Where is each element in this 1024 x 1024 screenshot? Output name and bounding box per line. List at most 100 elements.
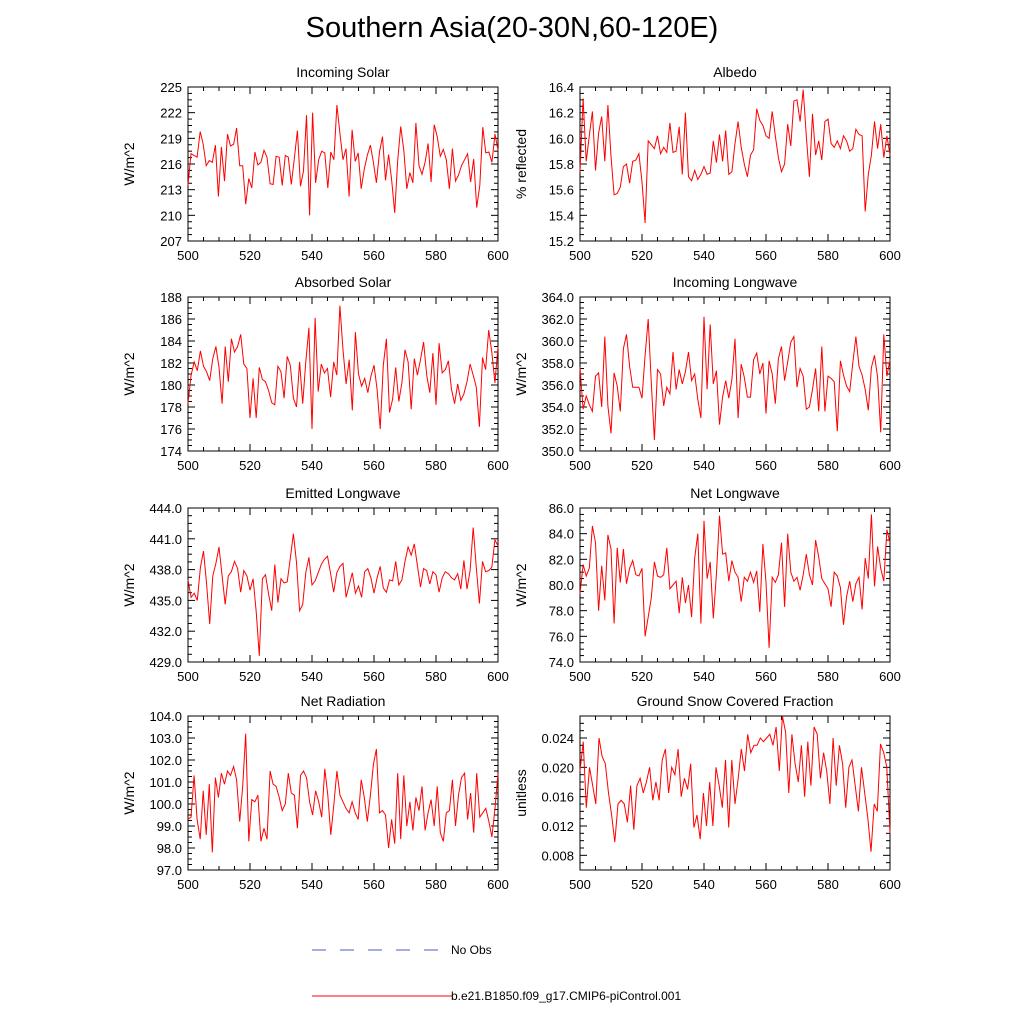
x-tick-label: 500 (177, 458, 199, 473)
y-tick-label: 74.0 (549, 655, 574, 670)
y-tick-label: 432.0 (149, 624, 182, 639)
x-tick-label: 520 (239, 458, 261, 473)
y-tick-label: 15.6 (549, 183, 574, 198)
x-tick-label: 600 (487, 877, 509, 892)
y-tick-label: 104.0 (149, 709, 182, 724)
legend-no-obs-label: No Obs (451, 943, 492, 957)
y-tick-label: 441.0 (149, 532, 182, 547)
y-tick-label: 0.024 (541, 731, 574, 746)
y-tick-label: 210 (160, 208, 182, 223)
x-tick-label: 540 (301, 458, 323, 473)
series-line (187, 104, 499, 216)
chart-main-title: Southern Asia(20-30N,60-120E) (305, 12, 719, 44)
panel-title: Incoming Longwave (673, 274, 798, 290)
y-tick-label: 100.0 (149, 797, 182, 812)
series-line (187, 305, 499, 430)
x-tick-label: 500 (569, 458, 591, 473)
x-tick-label: 500 (569, 877, 591, 892)
x-tick-label: 500 (177, 248, 199, 263)
y-tick-label: 350.0 (541, 444, 574, 459)
y-tick-label: 16.4 (549, 80, 574, 95)
y-tick-label: 444.0 (149, 501, 182, 516)
y-tick-label: 216 (160, 157, 182, 172)
x-tick-label: 560 (363, 458, 385, 473)
panel-incoming-longwave: Incoming Longwave W/m^2 500 520 540 560 580 600… (513, 274, 901, 473)
x-tick-label: 520 (631, 458, 653, 473)
y-tick-label: 358.0 (541, 356, 574, 371)
x-tick-label: 560 (755, 877, 777, 892)
x-tick-label: 600 (879, 877, 901, 892)
y-tick-label: 0.012 (541, 819, 574, 834)
y-tick-label: 102.0 (149, 753, 182, 768)
panel-ground-snow-covered-fraction: Ground Snow Covered Fraction unitless 500 5… (513, 693, 901, 892)
y-tick-label: 213 (160, 183, 182, 198)
plot-frame (187, 507, 499, 663)
y-tick-label: 84.0 (549, 527, 574, 542)
y-axis-label: % reflected (513, 129, 529, 199)
y-tick-label: 354.0 (541, 400, 574, 415)
y-tick-label: 76.0 (549, 629, 574, 644)
y-tick-label: 98.0 (157, 841, 182, 856)
x-tick-label: 560 (363, 248, 385, 263)
x-tick-label: 600 (879, 669, 901, 684)
series-line (579, 316, 891, 441)
x-tick-label: 600 (487, 248, 509, 263)
y-tick-label: 80.0 (549, 578, 574, 593)
y-tick-label: 364.0 (541, 290, 574, 305)
y-tick-label: 15.4 (549, 208, 574, 223)
y-tick-label: 16.0 (549, 131, 574, 146)
panel-title: Net Radiation (301, 693, 386, 709)
x-tick-label: 520 (239, 248, 261, 263)
x-tick-label: 540 (301, 669, 323, 684)
x-tick-label: 540 (301, 248, 323, 263)
panel-incoming-solar: Incoming Solar W/m^2 500 520 540 560 580 600 207… (121, 64, 509, 263)
x-tick-label: 540 (693, 669, 715, 684)
x-tick-label: 600 (487, 669, 509, 684)
x-tick-label: 520 (631, 669, 653, 684)
x-tick-label: 500 (569, 248, 591, 263)
panel-absorbed-solar: Absorbed Solar W/m^2 500 520 540 560 580 600 174… (121, 274, 509, 473)
y-axis-label: W/m^2 (513, 352, 529, 395)
y-tick-label: 97.0 (157, 863, 182, 878)
y-tick-label: 103.0 (149, 731, 182, 746)
series-line (579, 715, 891, 852)
x-tick-label: 580 (425, 248, 447, 263)
x-tick-label: 580 (817, 248, 839, 263)
panel-title: Ground Snow Covered Fraction (637, 693, 834, 709)
panel-title: Incoming Solar (296, 64, 390, 80)
y-tick-label: 225 (160, 80, 182, 95)
y-tick-label: 15.8 (549, 157, 574, 172)
x-tick-label: 600 (879, 248, 901, 263)
y-axis-label: unitless (513, 769, 529, 816)
y-tick-label: 184 (160, 334, 182, 349)
panel-title: Albedo (713, 64, 757, 80)
y-tick-label: 15.2 (549, 234, 574, 249)
y-tick-label: 186 (160, 312, 182, 327)
y-tick-label: 362.0 (541, 312, 574, 327)
panel-albedo: Albedo % reflected 500 520 540 560 580 600 15.2 1… (513, 64, 901, 263)
x-tick-label: 600 (879, 458, 901, 473)
y-tick-label: 219 (160, 131, 182, 146)
x-tick-label: 540 (301, 877, 323, 892)
y-axis-label: W/m^2 (121, 142, 137, 185)
y-tick-label: 174 (160, 444, 182, 459)
x-tick-label: 520 (631, 248, 653, 263)
y-tick-label: 99.0 (157, 819, 182, 834)
y-tick-label: 188 (160, 290, 182, 305)
panel-net-radiation: Net Radiation W/m^2 500 520 540 560 580 600 97.0… (121, 693, 509, 892)
y-tick-label: 0.008 (541, 848, 574, 863)
x-tick-label: 580 (817, 669, 839, 684)
x-tick-label: 580 (425, 669, 447, 684)
x-tick-label: 540 (693, 877, 715, 892)
y-tick-label: 180 (160, 378, 182, 393)
x-tick-label: 560 (363, 669, 385, 684)
x-tick-label: 560 (363, 877, 385, 892)
plot-frame (579, 715, 891, 871)
plot-frame (187, 296, 499, 452)
y-tick-label: 176 (160, 422, 182, 437)
x-tick-label: 600 (487, 458, 509, 473)
panel-title: Emitted Longwave (285, 485, 400, 501)
x-tick-label: 520 (239, 877, 261, 892)
y-tick-label: 352.0 (541, 422, 574, 437)
